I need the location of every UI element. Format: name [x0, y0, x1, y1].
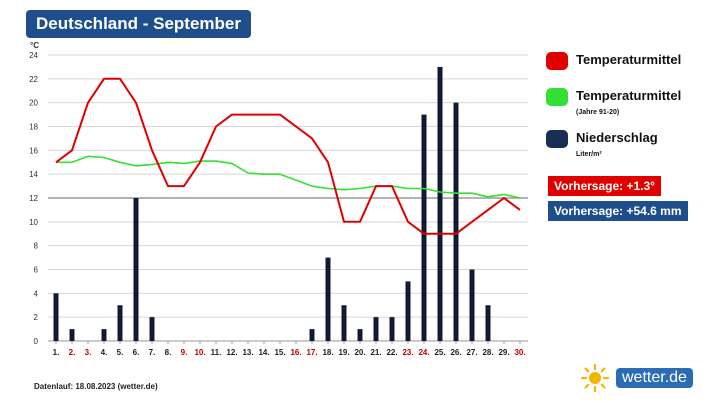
- temperature-normal-line: [56, 155, 521, 199]
- precipitation-bar: [149, 317, 155, 341]
- precipitation-bar: [485, 305, 491, 341]
- x-tick-label: 2.: [69, 348, 76, 357]
- x-tick-label: 11.: [211, 348, 222, 357]
- x-tick-label: 6.: [133, 348, 140, 357]
- x-tick-label: 22.: [386, 348, 397, 357]
- legend-sub-temperature-normal: (Jahre 91-20): [576, 109, 620, 116]
- x-tick-label: 18.: [322, 348, 333, 357]
- y-unit-label: °C: [30, 41, 39, 50]
- precipitation-bar: [325, 257, 331, 341]
- x-tick-label: 5.: [117, 348, 124, 357]
- x-tick-label: 23.: [402, 348, 413, 357]
- x-tick-label: 14.: [258, 348, 269, 357]
- precipitation-bar: [405, 281, 411, 341]
- legend-label-temperature-normal: Temperaturmittel: [576, 88, 682, 103]
- data-run-footer: Datenlauf: 18.08.2023 (wetter.de): [34, 382, 158, 391]
- y-tick-label: 18: [29, 123, 38, 132]
- x-tick-label: 15.: [274, 348, 285, 357]
- legend-swatch-precipitation: [546, 130, 568, 148]
- precipitation-bar: [53, 293, 59, 341]
- y-tick-label: 6: [34, 266, 39, 275]
- x-tick-label: 28.: [482, 348, 493, 357]
- y-tick-label: 8: [34, 242, 39, 251]
- precipitation-bar: [117, 305, 123, 341]
- precipitation-bar: [69, 329, 75, 341]
- y-tick-label: 2: [34, 313, 39, 322]
- x-tick-label: 12.: [226, 348, 237, 357]
- y-tick-label: 4: [34, 289, 39, 298]
- temperature-line: [55, 77, 521, 235]
- logo-text: wetter.de: [616, 368, 693, 388]
- wetter-logo: wetter.de: [580, 364, 693, 392]
- x-tick-label: 9.: [181, 348, 188, 357]
- y-tick-label: 20: [29, 99, 38, 108]
- x-tick-label: 29.: [498, 348, 509, 357]
- y-tick-label: 22: [29, 75, 38, 84]
- precipitation-bar: [389, 317, 395, 341]
- legend-label-temperature: Temperaturmittel: [576, 52, 682, 67]
- x-tick-label: 16.: [290, 348, 301, 357]
- x-tick-label: 24.: [418, 348, 429, 357]
- precipitation-bar: [373, 317, 379, 341]
- x-tick-label: 13.: [242, 348, 253, 357]
- y-tick-label: 12: [29, 194, 38, 203]
- forecast-precipitation-badge: Vorhersage: +54.6 mm: [548, 201, 688, 221]
- x-tick-label: 30.: [514, 348, 525, 357]
- legend-item-precipitation: Niederschlag Liter/m²: [546, 130, 658, 162]
- x-tick-label: 19.: [338, 348, 349, 357]
- legend-swatch-temperature-normal: [546, 88, 568, 106]
- precipitation-bar: [341, 305, 347, 341]
- legend-sub-precipitation: Liter/m²: [576, 151, 602, 158]
- precipitation-bar: [101, 329, 107, 341]
- x-tick-label: 10.: [194, 348, 205, 357]
- x-tick-label: 8.: [165, 348, 172, 357]
- precipitation-bar: [437, 66, 443, 342]
- y-tick-label: 16: [29, 146, 38, 155]
- precipitation-bar: [309, 329, 315, 341]
- legend-item-temperature: Temperaturmittel: [546, 52, 681, 70]
- y-tick-label: 0: [34, 337, 39, 346]
- sun-icon: [580, 364, 610, 392]
- x-tick-label: 17.: [306, 348, 317, 357]
- precipitation-bar: [469, 269, 475, 341]
- y-tick-label: 10: [29, 218, 38, 227]
- x-tick-label: 26.: [450, 348, 461, 357]
- y-tick-label: 14: [29, 170, 38, 179]
- forecast-temperature-badge: Vorhersage: +1.3°: [548, 176, 661, 196]
- y-tick-label: 24: [29, 51, 38, 60]
- legend-swatch-temperature: [546, 52, 568, 70]
- x-tick-label: 25.: [434, 348, 445, 357]
- x-tick-label: 1.: [53, 348, 60, 357]
- precipitation-bar: [357, 329, 363, 341]
- chart-title: Deutschland - September: [26, 10, 251, 38]
- precipitation-bar: [133, 198, 139, 341]
- x-tick-label: 27.: [466, 348, 477, 357]
- precipitation-bar: [453, 102, 459, 342]
- x-tick-label: 7.: [149, 348, 156, 357]
- x-tick-label: 20.: [354, 348, 365, 357]
- x-tick-label: 3.: [85, 348, 92, 357]
- precipitation-bar: [421, 114, 427, 341]
- legend-label-precipitation: Niederschlag: [576, 130, 658, 145]
- x-tick-label: 21.: [370, 348, 381, 357]
- legend-item-temperature-normal: Temperaturmittel (Jahre 91-20): [546, 88, 681, 120]
- x-tick-label: 4.: [101, 348, 108, 357]
